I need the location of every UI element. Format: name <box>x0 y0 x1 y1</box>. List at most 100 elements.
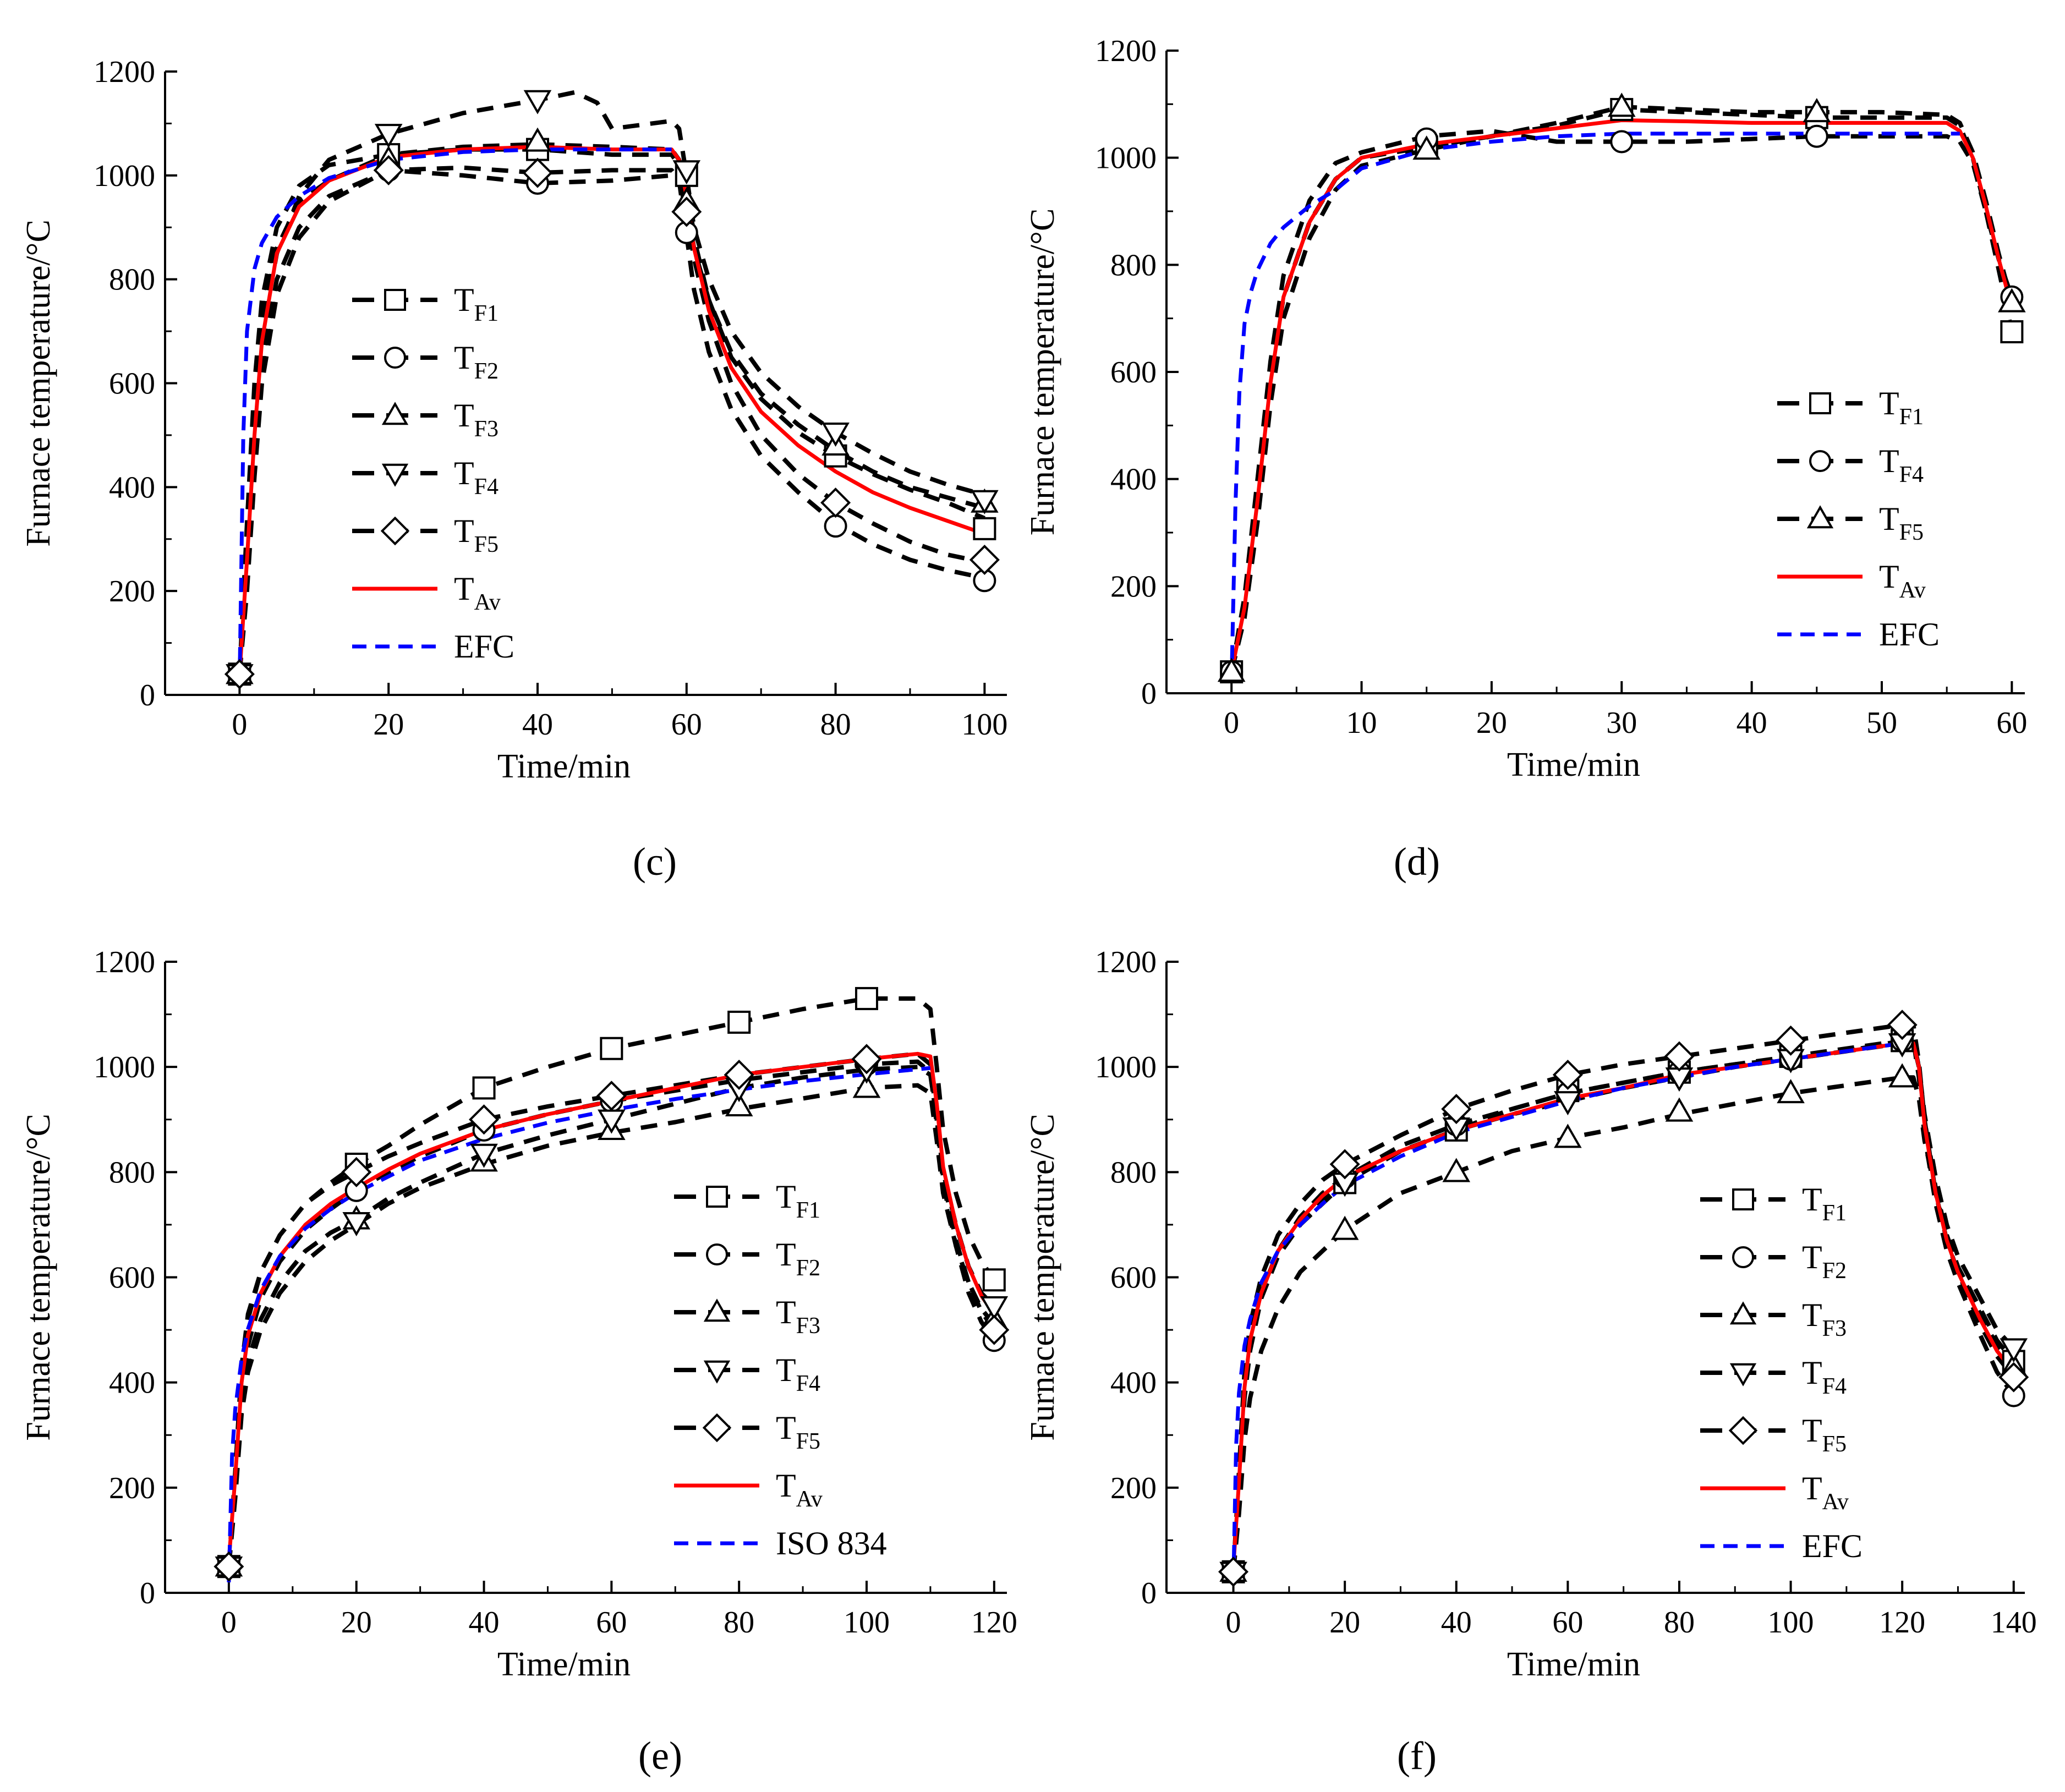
chart-panel-d: 0 200 400 600 800 1000 1200 0 10 20 30 40 50 60 Time/m… <box>1024 34 2027 884</box>
x-tick-label: 30 <box>1606 706 1637 740</box>
data-point-tf4 <box>1805 124 1828 148</box>
legend-label-text: T <box>776 1236 796 1273</box>
y-tick-label: 400 <box>1110 463 1157 497</box>
x-tick-label: 80 <box>1664 1605 1695 1640</box>
legend-label-text: T <box>776 1179 796 1215</box>
data-point-tf1 <box>600 1037 623 1060</box>
y-tick-label: 200 <box>1110 1471 1157 1505</box>
plot-area <box>226 996 996 1582</box>
legend-label-text: T <box>1879 501 1899 537</box>
data-point-tf3 <box>852 1073 881 1098</box>
data-point-tf3 <box>1330 1215 1359 1240</box>
y-tick-label: 1000 <box>94 159 155 193</box>
data-point-tf5 <box>224 659 255 689</box>
data-point-tf5 <box>1998 288 2026 313</box>
legend-label-subscript: F4 <box>796 1371 820 1396</box>
legend-label: TF1 <box>1802 1181 1847 1226</box>
legend-label-subscript: Av <box>474 590 501 615</box>
chart-panel-c: 0 200 400 600 800 1000 1200 0 20 40 60 80 100 Time/mi… <box>20 55 1007 884</box>
data-point-tf5 <box>671 196 702 227</box>
x-tick-label: 40 <box>469 1605 500 1640</box>
series-line-efc <box>1231 1038 1914 1582</box>
series-line-tf3 <box>237 142 985 675</box>
legend-label: TF2 <box>454 339 499 384</box>
y-tick-label: 400 <box>1110 1366 1157 1400</box>
legend-label: TF5 <box>1879 501 1924 545</box>
legend-label-subscript: Av <box>1822 1489 1849 1515</box>
legend-marker <box>1729 1363 1757 1387</box>
legend-label: TF3 <box>454 397 499 442</box>
series-line-tf2 <box>237 168 985 675</box>
y-tick-label: 1200 <box>1095 34 1157 68</box>
data-point-tf5 <box>969 544 1000 576</box>
legend-label-subscript: Av <box>796 1487 823 1512</box>
legend-label: EFC <box>454 628 514 665</box>
x-tick-label: 120 <box>1879 1605 1925 1640</box>
chart-panel-f: 0 200 400 600 800 1000 1200 0 20 40 60 80 100 120 140 T… <box>1024 945 2037 1778</box>
y-tick-label: 600 <box>109 367 155 401</box>
y-tick-label: 800 <box>1110 248 1157 282</box>
y-tick-label: 0 <box>140 1576 155 1610</box>
series-line-tav <box>1231 1041 2015 1567</box>
data-point-tf4 <box>821 423 850 447</box>
legend-label: TF3 <box>776 1294 820 1339</box>
legend-label-subscript: F1 <box>474 301 499 326</box>
legend-label-subscript: F5 <box>1899 520 1924 545</box>
legend-label: TF5 <box>454 513 499 557</box>
x-tick-label: 80 <box>820 708 851 742</box>
data-point-tf5 <box>851 1044 882 1075</box>
legend-label: TF5 <box>776 1410 820 1454</box>
data-point-tf4 <box>374 124 403 149</box>
legend-label: TAv <box>1879 558 1926 603</box>
legend-label: TF5 <box>1802 1412 1847 1457</box>
legend-label-subscript: F2 <box>796 1256 820 1281</box>
y-tick-label: 1200 <box>1095 945 1157 979</box>
legend-label: EFC <box>1802 1528 1863 1564</box>
series-line-efc <box>1229 131 1960 683</box>
data-point-tf5 <box>1412 135 1441 160</box>
legend-label-text: T <box>1802 1181 1822 1218</box>
legend-marker <box>380 516 410 546</box>
x-tick-label: 140 <box>1991 1605 2037 1640</box>
legend-label: TAv <box>454 571 501 615</box>
legend-label-text: T <box>454 571 474 607</box>
legend-label-subscript: F3 <box>1822 1316 1847 1341</box>
x-axis-label: Time/min <box>1507 1646 1640 1683</box>
data-point-tf5 <box>596 1081 627 1111</box>
data-point-tf1 <box>982 1268 1006 1292</box>
y-tick-label: 200 <box>109 1471 155 1505</box>
data-point-tf5 <box>341 1157 372 1187</box>
legend-label: EFC <box>1879 616 1940 653</box>
data-point-tf4 <box>470 1143 498 1168</box>
data-point-tf5 <box>1607 92 1636 117</box>
x-axis-label: Time/min <box>1507 746 1640 783</box>
legend-label: TAv <box>1802 1470 1849 1515</box>
data-point-tf5 <box>1887 1010 1918 1040</box>
data-point-tf5 <box>1803 98 1831 123</box>
x-tick-label: 100 <box>843 1605 890 1640</box>
legend-label: TF4 <box>454 455 499 500</box>
x-tick-label: 60 <box>671 708 702 742</box>
series-line-tf5 <box>1231 1022 2015 1572</box>
data-point-tf1 <box>973 517 996 540</box>
y-tick-label: 800 <box>109 1155 155 1190</box>
legend-marker <box>381 463 409 487</box>
data-point-tf4 <box>598 1109 626 1134</box>
legend-label-subscript: F3 <box>796 1313 820 1339</box>
panel-label: (e) <box>638 1734 682 1778</box>
x-tick-label: 60 <box>1996 706 2027 740</box>
series-line-tf1 <box>1231 1038 2015 1572</box>
data-point-tf4 <box>971 490 999 514</box>
y-tick-label: 0 <box>1141 677 1157 711</box>
legend-label-text: T <box>454 455 474 491</box>
series-line-tav <box>237 145 985 675</box>
x-tick-label: 0 <box>1226 1605 1241 1640</box>
legend-label-text: T <box>1802 1470 1822 1506</box>
data-point-tf5 <box>1329 1149 1360 1180</box>
y-tick-label: 400 <box>109 1366 155 1400</box>
y-axis-label: Furnace temperature/°C <box>1024 1114 1061 1441</box>
legend-label-subscript: F3 <box>474 417 499 442</box>
